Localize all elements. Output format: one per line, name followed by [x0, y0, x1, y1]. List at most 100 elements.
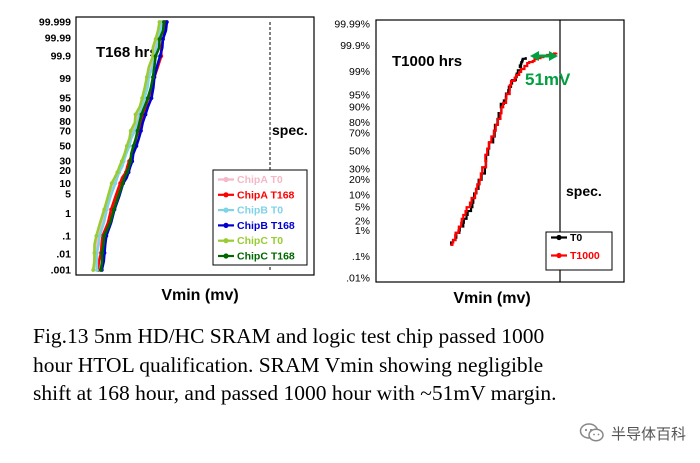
y-tick-label: .1% — [352, 251, 370, 263]
legend-label: T0 — [570, 232, 582, 244]
margin-annotation: 51mV — [525, 70, 571, 89]
data-point — [149, 96, 154, 101]
y-tick-label: .1 — [62, 230, 71, 242]
legend-label: T1000 — [570, 250, 600, 262]
data-point — [153, 37, 158, 41]
data-point — [143, 112, 148, 117]
y-tick-label: 99 — [59, 73, 71, 85]
data-point — [119, 159, 124, 164]
y-tick-label: 80% — [349, 117, 370, 129]
plot-frame — [75, 16, 315, 276]
legend-marker — [223, 176, 229, 183]
legend-label: ChipA T0 — [237, 174, 283, 186]
y-tick-label: 70% — [349, 128, 370, 140]
data-point — [144, 75, 149, 80]
y-tick-label: 10 — [59, 178, 71, 190]
series-group — [450, 52, 558, 246]
data-point — [131, 144, 136, 148]
y-tick-label: 20 — [59, 165, 71, 177]
y-tick-label: 90% — [349, 102, 370, 114]
data-point — [139, 112, 144, 117]
series-line — [450, 52, 558, 246]
y-tick-label: 95% — [349, 89, 370, 101]
legend: T0 T1000 — [545, 231, 613, 271]
y-tick-label: 1 — [65, 208, 71, 220]
data-point — [109, 181, 114, 186]
data-point — [128, 159, 133, 164]
data-point — [94, 233, 99, 238]
y-tick-label: .001 — [51, 265, 72, 277]
y-tick-labels: 99.99999.9999.999959080705030201051.1.01… — [39, 17, 71, 277]
legend-label: ChipB T0 — [237, 205, 283, 217]
data-point — [157, 20, 162, 24]
y-tick-label: 5% — [355, 202, 370, 214]
data-point — [139, 128, 143, 133]
data-point — [92, 251, 97, 255]
legend-label: ChipB T168 — [237, 220, 295, 232]
y-tick-label: .01% — [346, 273, 370, 285]
data-point — [91, 268, 96, 272]
data-point — [120, 181, 125, 186]
data-point — [162, 20, 166, 24]
y-tick-label: 95 — [59, 93, 71, 105]
data-point — [98, 268, 103, 272]
legend-marker — [223, 253, 229, 259]
y-tick-label: 10% — [349, 189, 370, 201]
y-tick-labels: 99.99% 99.9% 99% 95%90% 80%70% 50% 30%20% 10%5%… — [334, 19, 370, 285]
data-point — [145, 96, 150, 101]
legend-box — [212, 169, 308, 266]
y-tick-label: 20% — [349, 174, 370, 186]
data-point — [133, 112, 138, 117]
y-tick-label: 90 — [59, 103, 71, 115]
data-point — [157, 37, 162, 41]
caption-line: Fig.13 5nm HD/HC SRAM and logic test chi… — [33, 324, 545, 348]
legend-label: ChipC T0 — [237, 235, 283, 247]
chart-title: T168 hrs — [96, 44, 158, 61]
data-point — [128, 128, 133, 133]
y-tick-label: 50 — [59, 141, 71, 153]
y-tick-label: 1% — [355, 225, 370, 237]
data-point — [140, 96, 145, 101]
caption-line: hour HTOL qualification. SRAM Vmin showi… — [33, 352, 544, 377]
figure-caption: Fig.13 5nm HD/HC SRAM and logic test chi… — [33, 322, 683, 408]
y-tick-label: 99% — [349, 66, 370, 78]
wechat-icon — [579, 423, 604, 442]
y-tick-label: .01 — [56, 249, 71, 261]
data-point — [113, 181, 118, 186]
legend-label: ChipC T168 — [237, 251, 295, 263]
data-point — [153, 54, 158, 59]
margin-arrow — [530, 51, 558, 61]
y-tick-label: 70 — [59, 125, 71, 137]
legend-marker — [223, 238, 229, 244]
legend-marker — [223, 222, 229, 228]
chart-t168: 99.99999.9999.999959080705030201051.1.01… — [39, 16, 315, 304]
y-tick-label: 99.9% — [340, 40, 370, 52]
chart-t1000: 99.99% 99.9% 99% 95%90% 80%70% 50% 30%20% 10%5%… — [334, 19, 625, 307]
series-group — [91, 20, 169, 272]
y-tick-label: 99.99 — [45, 32, 71, 44]
data-point — [115, 170, 120, 175]
data-point — [102, 207, 107, 212]
legend-marker — [556, 252, 562, 259]
y-tick-label: 30 — [59, 156, 71, 168]
y-tick-label: 80 — [59, 116, 71, 128]
y-tick-label: 99.9 — [51, 51, 72, 63]
y-tick-label: 50% — [349, 146, 370, 158]
legend-label: ChipA T168 — [237, 189, 295, 201]
x-axis-label: Vmin (mv) — [453, 290, 530, 307]
watermark: 半导体百科 — [579, 420, 686, 446]
spec-label: spec. — [566, 183, 602, 199]
data-point — [102, 233, 107, 238]
data-point — [164, 20, 169, 24]
y-tick-label: 5 — [65, 188, 71, 200]
data-point — [124, 144, 129, 148]
y-tick-label: 2% — [355, 216, 370, 228]
data-point — [135, 128, 140, 133]
plot-frame — [375, 19, 625, 283]
legend-marker — [223, 207, 229, 213]
data-point — [97, 233, 102, 238]
data-point — [158, 54, 162, 59]
data-point — [134, 144, 139, 148]
watermark-text: 半导体百科 — [610, 424, 686, 443]
data-point — [94, 268, 99, 272]
